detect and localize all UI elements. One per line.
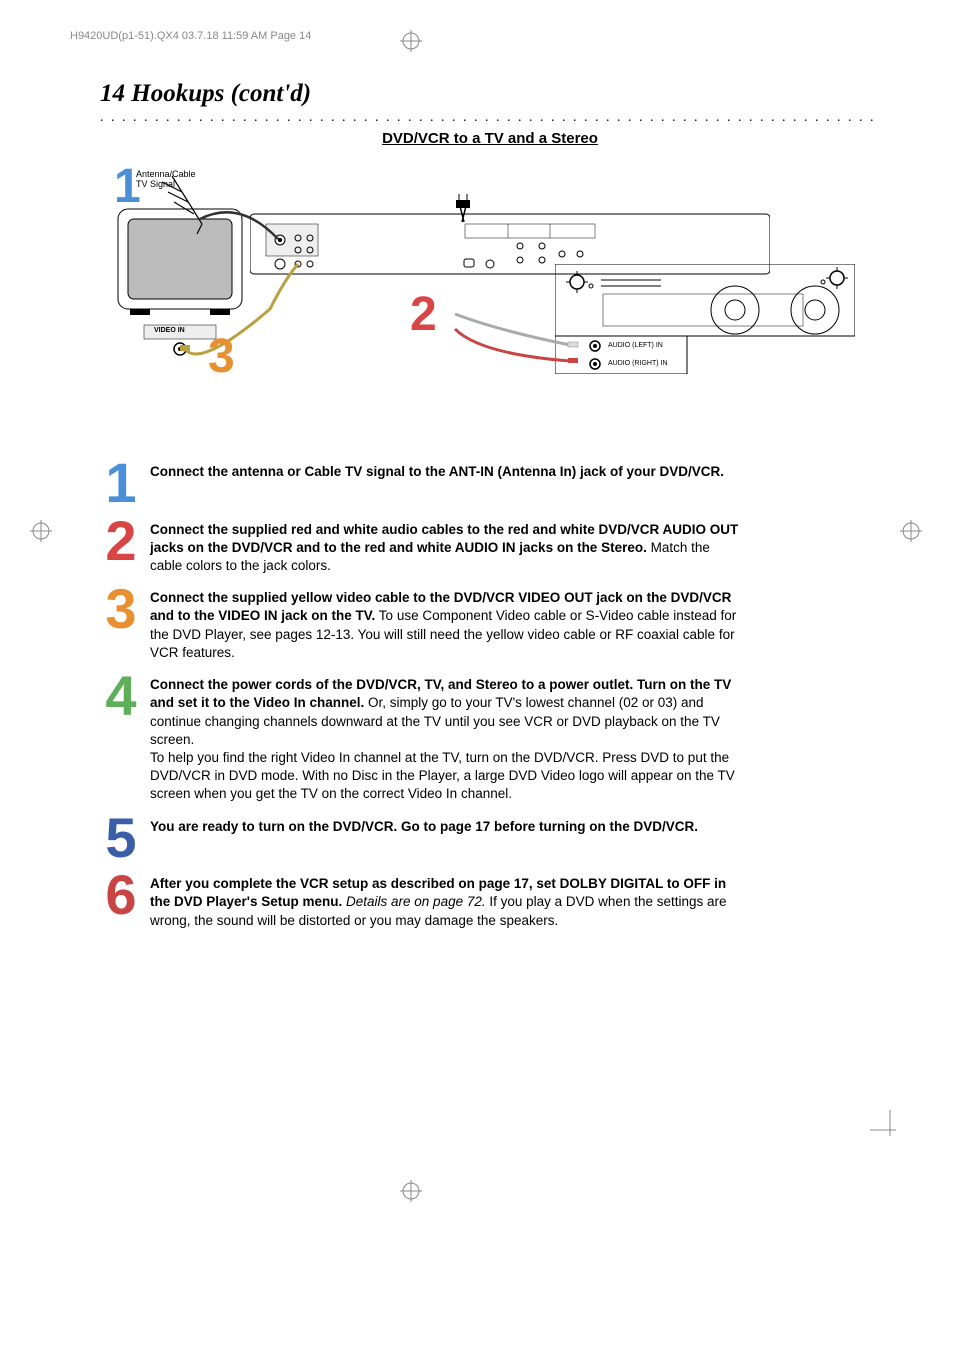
step-text: Connect the antenna or Cable TV signal t… (150, 459, 724, 481)
step-6: 6After you complete the VCR setup as des… (100, 871, 880, 930)
step-text: Connect the supplied red and white audio… (150, 517, 740, 576)
page-title: 14 Hookups (cont'd) (100, 80, 880, 108)
reg-mark-bottom (400, 1180, 422, 1202)
step-text: Connect the power cords of the DVD/VCR, … (150, 672, 740, 804)
step-2: 2Connect the supplied red and white audi… (100, 517, 880, 576)
step-number: 1 (100, 459, 142, 507)
step-number: 4 (100, 672, 142, 720)
step-number: 6 (100, 871, 142, 919)
diagram-number-2: 2 (410, 287, 437, 342)
diagram-number-3: 3 (208, 329, 235, 384)
step-4: 4Connect the power cords of the DVD/VCR,… (100, 672, 880, 804)
step-5: 5 You are ready to turn on the DVD/VCR. G… (100, 814, 880, 862)
step-number: 3 (100, 585, 142, 633)
step-3: 3Connect the supplied yellow video cable… (100, 585, 880, 662)
reg-mark-right (900, 520, 922, 542)
page-header: H9420UD(p1-51).QX4 03.7.18 11:59 AM Page… (70, 30, 311, 42)
step-number: 2 (100, 517, 142, 565)
step-text: After you complete the VCR setup as desc… (150, 871, 740, 930)
dotted-rule: . . . . . . . . . . . . . . . . . . . . … (100, 110, 880, 126)
reg-mark-left (30, 520, 52, 542)
reg-mark-top (400, 30, 422, 52)
diagram-number-1: 1 (114, 159, 141, 214)
step-number: 5 (100, 814, 142, 862)
step-text: Connect the supplied yellow video cable … (150, 585, 740, 662)
crop-br (870, 1110, 896, 1136)
hookup-diagram: VIDEO IN (100, 159, 860, 409)
step-text: You are ready to turn on the DVD/VCR. Go… (150, 814, 698, 836)
section-subtitle: DVD/VCR to a TV and a Stereo (100, 130, 880, 147)
step-1: 1 Connect the antenna or Cable TV signal … (100, 459, 880, 507)
